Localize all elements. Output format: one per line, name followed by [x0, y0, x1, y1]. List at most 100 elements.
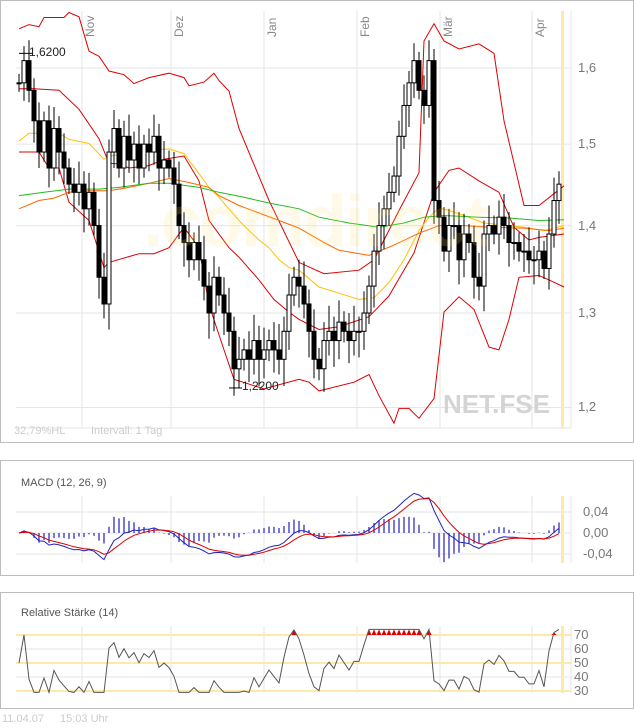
- candle: [436, 180, 442, 235]
- candle: [191, 232, 197, 271]
- bollinger-upper-line: [18, 11, 565, 275]
- candle: [91, 182, 97, 236]
- candle: [376, 202, 382, 265]
- candle: [486, 205, 492, 252]
- candle: [336, 300, 342, 360]
- candle: [316, 348, 322, 381]
- candle-body: [181, 225, 187, 244]
- macd-panel: MACD (12, 26, 9) 0,04 0,00 -0,04: [0, 460, 634, 576]
- candle-body: [211, 276, 217, 314]
- candle: [386, 172, 392, 226]
- candle: [166, 150, 172, 178]
- watermark-comdirect: .comdirect: [143, 182, 489, 262]
- candle: [281, 316, 287, 387]
- rsi-overbought-marker: [406, 629, 412, 635]
- candle-body: [201, 259, 207, 287]
- candle: [496, 200, 502, 255]
- low-label: 1,2200: [242, 379, 279, 393]
- candle-body: [236, 358, 242, 370]
- macd-chart: [16, 492, 572, 563]
- candle: [296, 259, 302, 308]
- candle-body: [131, 143, 137, 161]
- candle: [346, 313, 352, 364]
- candle: [321, 322, 327, 392]
- candle: [356, 316, 362, 358]
- candle-body: [246, 349, 252, 360]
- candle: [186, 222, 192, 278]
- candle-body: [286, 294, 292, 332]
- candle: [41, 111, 47, 162]
- candle: [301, 261, 307, 319]
- candle-body: [331, 330, 337, 342]
- rsi-line: [18, 627, 560, 695]
- candle-body: [496, 216, 502, 235]
- candle: [556, 171, 562, 224]
- candle: [61, 133, 67, 185]
- candle: [546, 217, 552, 290]
- macd-title: MACD (12, 26, 9): [21, 477, 107, 489]
- candle-body: [551, 200, 557, 235]
- candle: [536, 230, 542, 278]
- price-chart: [16, 11, 572, 429]
- candle: [286, 273, 292, 350]
- candle: [401, 84, 407, 149]
- candle: [26, 40, 32, 103]
- candle-body: [526, 250, 532, 261]
- candle: [366, 275, 372, 324]
- y-tick-label: 1,2: [578, 399, 597, 415]
- candle-body: [121, 135, 127, 169]
- candle: [121, 120, 127, 188]
- candle-body: [416, 60, 422, 91]
- candle: [201, 235, 207, 301]
- candle-body: [436, 200, 442, 218]
- candle-body: [421, 89, 427, 106]
- month-label-Mär: Mär: [441, 16, 455, 37]
- candle-body: [206, 285, 212, 314]
- candle-body: [96, 225, 102, 278]
- candle: [441, 207, 447, 262]
- candle-body: [456, 225, 462, 261]
- candle: [421, 75, 427, 124]
- y-tick-label: 30: [574, 683, 589, 698]
- candle: [446, 208, 452, 272]
- candle: [31, 78, 37, 143]
- rsi-chart: [16, 626, 572, 695]
- candle: [521, 234, 527, 272]
- rsi-overbought-marker: [291, 629, 297, 635]
- candle-body: [321, 340, 327, 370]
- today-marker: [561, 626, 564, 693]
- candle-body: [51, 128, 57, 169]
- candle-body: [71, 183, 77, 193]
- candle: [416, 51, 422, 100]
- month-label-Feb: Feb: [358, 16, 372, 37]
- candle-body: [166, 159, 172, 169]
- rsi-overbought-marker: [386, 629, 392, 635]
- candle-body: [471, 242, 477, 278]
- candle-body: [366, 285, 372, 314]
- candle: [46, 105, 52, 188]
- candle: [211, 256, 217, 332]
- candle-body: [136, 143, 142, 169]
- candle-body: [221, 294, 227, 314]
- candle-body: [516, 242, 522, 252]
- candle: [341, 311, 347, 343]
- candle-body: [41, 120, 47, 153]
- candle: [426, 40, 432, 118]
- y-tick-label: 1,3: [578, 305, 597, 320]
- candle-body: [361, 312, 367, 332]
- candle-body: [241, 349, 247, 360]
- candle-body: [91, 191, 97, 227]
- rsi-overbought-marker: [381, 629, 387, 635]
- candle: [531, 245, 537, 285]
- candle: [276, 323, 282, 375]
- candle-body: [276, 349, 282, 360]
- candle-body: [351, 330, 357, 342]
- candle-body: [556, 183, 562, 202]
- candle-body: [86, 191, 92, 210]
- candle-body: [316, 358, 322, 370]
- candle: [361, 291, 367, 350]
- candle-body: [546, 233, 552, 269]
- candle-body: [306, 303, 312, 332]
- candle: [151, 114, 157, 165]
- candle-body: [431, 60, 437, 202]
